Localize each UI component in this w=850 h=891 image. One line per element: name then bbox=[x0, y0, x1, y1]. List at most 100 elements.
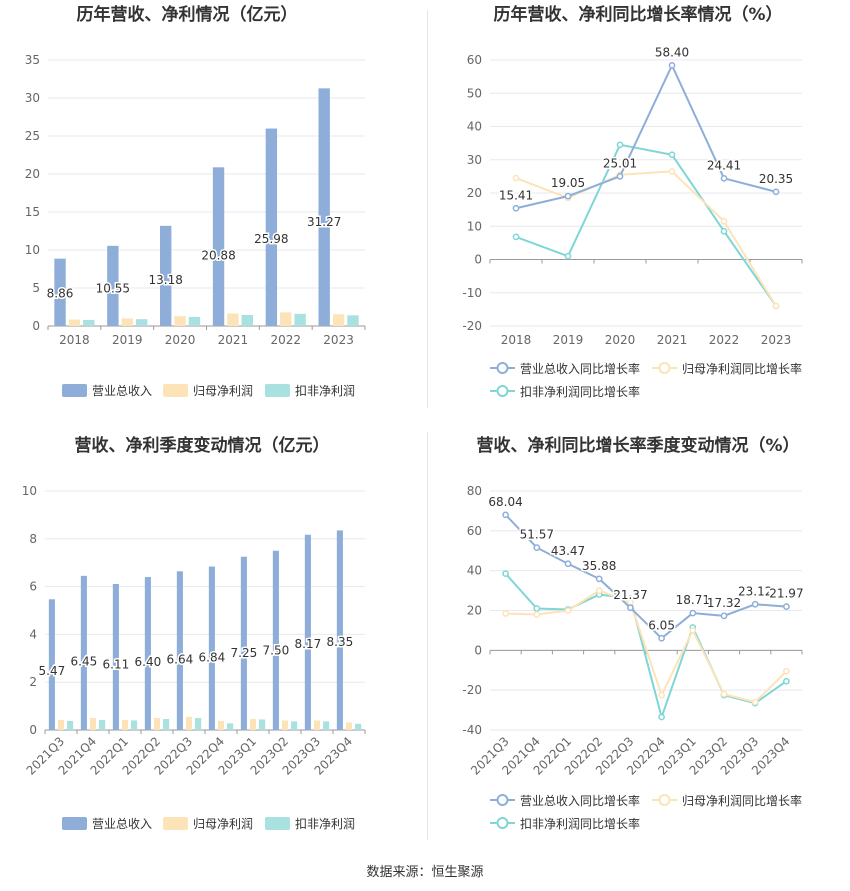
quarter_bar-legend-swatch-deducted-profit bbox=[265, 817, 290, 830]
annual_bar-bar-deducted-profit bbox=[241, 314, 253, 326]
annual_bar-bar-deducted-profit bbox=[188, 316, 201, 326]
annual_line-legend-label-deducted-profit: 扣非净利润同比增长率 bbox=[520, 384, 640, 399]
annual_line-x-tick-label: 2018 bbox=[501, 333, 532, 347]
quarter_bar-legend-swatch-net-profit bbox=[163, 817, 188, 830]
annual_line-legend-label-revenue: 营业总收入同比增长率 bbox=[520, 361, 640, 376]
quarter_bar-bar-revenue bbox=[112, 583, 119, 730]
annual_bar-legend-label-net-profit: 归母净利润 bbox=[193, 384, 253, 398]
quarter_line-data-label: 21.97 bbox=[769, 587, 803, 601]
annual_line-point-revenue bbox=[512, 204, 520, 212]
annual_line-y-tick-label: 0 bbox=[474, 253, 482, 267]
annual_bar-legend-swatch-net-profit bbox=[163, 384, 188, 397]
quarter_bar-bar-deducted-profit bbox=[195, 718, 202, 730]
quarter_line-y-tick-label: 0 bbox=[474, 643, 482, 657]
quarter_line-y-tick-label: 40 bbox=[467, 564, 482, 578]
annual_bar-bar-deducted-profit bbox=[347, 315, 359, 326]
quarter_line-point-revenue bbox=[658, 634, 665, 642]
annual_line-y-tick-label: 60 bbox=[467, 53, 482, 67]
source-note: 数据来源：恒生聚源 bbox=[366, 865, 483, 880]
annual_bar-bar-revenue bbox=[107, 245, 119, 326]
quarter_bar-bar-net-profit bbox=[153, 718, 161, 730]
quarter_line-point-net-profit bbox=[564, 607, 572, 614]
annual_bar-bar-net-profit bbox=[68, 319, 81, 326]
annual_bar-bar-deducted-profit bbox=[294, 313, 306, 326]
quarter_line-point-deducted-profit bbox=[783, 677, 790, 685]
annual_line-y-tick-label: 40 bbox=[467, 120, 482, 134]
quarter_line-point-revenue bbox=[564, 560, 572, 568]
quarter_bar-bar-deducted-profit bbox=[323, 721, 330, 730]
annual_bar-bar-revenue bbox=[54, 258, 66, 326]
annual_bar-data-label: 10.55 bbox=[96, 281, 130, 295]
quarter_bar-bar-revenue bbox=[336, 530, 343, 730]
quarter_bar-bar-net-profit bbox=[57, 719, 65, 730]
quarter_bar-title: 营收、净利季度变动情况（亿元） bbox=[75, 435, 330, 456]
quarter_line-y-tick-label: 60 bbox=[467, 524, 482, 538]
annual_line-title: 历年营收、净利同比增长率情况（%） bbox=[493, 4, 782, 25]
annual_bar-y-tick-label: 15 bbox=[25, 205, 40, 219]
quarter_bar-bar-deducted-profit bbox=[227, 723, 234, 730]
annual_bar-data-label: 31.27 bbox=[307, 215, 341, 229]
quarter_line-point-net-profit bbox=[502, 610, 509, 617]
quarter_line-legend-label-revenue: 营业总收入同比增长率 bbox=[520, 793, 640, 808]
annual_bar-x-tick-label: 2023 bbox=[323, 333, 354, 347]
quarter_line-y-tick-label: -20 bbox=[462, 683, 482, 697]
quarter_line-legend-label-deducted-profit: 扣非净利润同比增长率 bbox=[520, 816, 640, 831]
annual_line-y-tick-label: 10 bbox=[467, 219, 482, 233]
quarter_bar-y-tick-label: 10 bbox=[22, 484, 37, 498]
quarter_bar-legend-label-deducted-profit: 扣非净利润 bbox=[295, 817, 355, 831]
annual_bar-legend-label-deducted-profit: 扣非净利润 bbox=[295, 384, 355, 398]
quarter_bar-data-label: 6.40 bbox=[135, 655, 162, 669]
quarter_bar-y-tick-label: 4 bbox=[29, 627, 37, 641]
quarter_bar-bar-deducted-profit bbox=[99, 719, 106, 730]
annual_line-x-tick-label: 2023 bbox=[761, 333, 792, 347]
annual_bar-x-tick-label: 2018 bbox=[59, 333, 90, 347]
quarter_line-point-net-profit bbox=[720, 690, 728, 698]
quarter_line-point-deducted-profit bbox=[533, 605, 541, 612]
quarter_bar-bar-revenue bbox=[304, 534, 311, 730]
quarter_bar-bar-net-profit bbox=[121, 719, 129, 730]
quarter_bar-bar-net-profit bbox=[345, 722, 353, 730]
annual_bar-legend-swatch-revenue bbox=[62, 384, 87, 397]
quarter_line-point-revenue bbox=[627, 604, 634, 612]
quarter_line-line-revenue bbox=[504, 514, 787, 640]
quarter_line-point-net-profit bbox=[658, 691, 665, 699]
quarter_bar-bar-deducted-profit bbox=[131, 720, 138, 730]
quarter_line-legend-marker-revenue bbox=[496, 794, 509, 806]
quarter_line-legend-marker-net-profit bbox=[658, 794, 671, 806]
quarter_line-y-tick-label: 80 bbox=[467, 484, 482, 498]
annual_line-point-net-profit bbox=[772, 302, 780, 310]
annual_bar-y-tick-label: 25 bbox=[25, 129, 40, 143]
annual_line-data-label: 20.35 bbox=[759, 172, 793, 186]
quarter_bar-bar-deducted-profit bbox=[259, 719, 266, 730]
quarter_bar-bar-revenue bbox=[48, 599, 55, 730]
annual_bar-bar-net-profit bbox=[174, 316, 186, 326]
annual_bar-bar-net-profit bbox=[280, 312, 292, 326]
annual_line-x-tick-label: 2020 bbox=[605, 333, 636, 347]
annual_bar-data-label: 8.86 bbox=[47, 287, 74, 301]
annual_line-point-net-profit bbox=[668, 168, 676, 175]
annual_bar-bar-deducted-profit bbox=[83, 319, 95, 326]
annual_line-line-net-profit bbox=[515, 170, 777, 307]
quarter_bar-bar-net-profit bbox=[185, 716, 193, 730]
quarter_line-point-revenue bbox=[533, 544, 541, 551]
quarter_bar-bar-revenue bbox=[80, 575, 87, 730]
annual_bar-y-tick-label: 30 bbox=[25, 91, 40, 105]
quarter_bar-y-tick-label: 6 bbox=[29, 580, 37, 594]
annual_line-point-deducted-profit bbox=[668, 151, 676, 159]
annual_line-legend-marker-deducted-profit bbox=[496, 385, 509, 397]
quarter_bar-bar-net-profit bbox=[249, 719, 257, 730]
annual_bar-y-tick-label: 5 bbox=[32, 281, 40, 295]
annual_line-data-label: 58.40 bbox=[655, 45, 689, 59]
quarter_line-data-label: 43.47 bbox=[551, 544, 585, 558]
quarter_bar-bar-net-profit bbox=[89, 718, 97, 730]
annual_line-line-revenue bbox=[515, 62, 777, 210]
quarter_line-data-label: 35.88 bbox=[582, 559, 616, 573]
quarter_line-legend-marker-deducted-profit bbox=[496, 817, 509, 829]
annual_line-point-deducted-profit bbox=[616, 141, 624, 149]
annual_line-point-deducted-profit bbox=[720, 227, 728, 235]
annual_line-y-tick-label: -20 bbox=[462, 319, 482, 333]
quarter_bar-bar-revenue bbox=[240, 556, 247, 730]
annual_line-point-revenue bbox=[564, 192, 572, 200]
annual_line-data-label: 19.05 bbox=[551, 176, 585, 190]
